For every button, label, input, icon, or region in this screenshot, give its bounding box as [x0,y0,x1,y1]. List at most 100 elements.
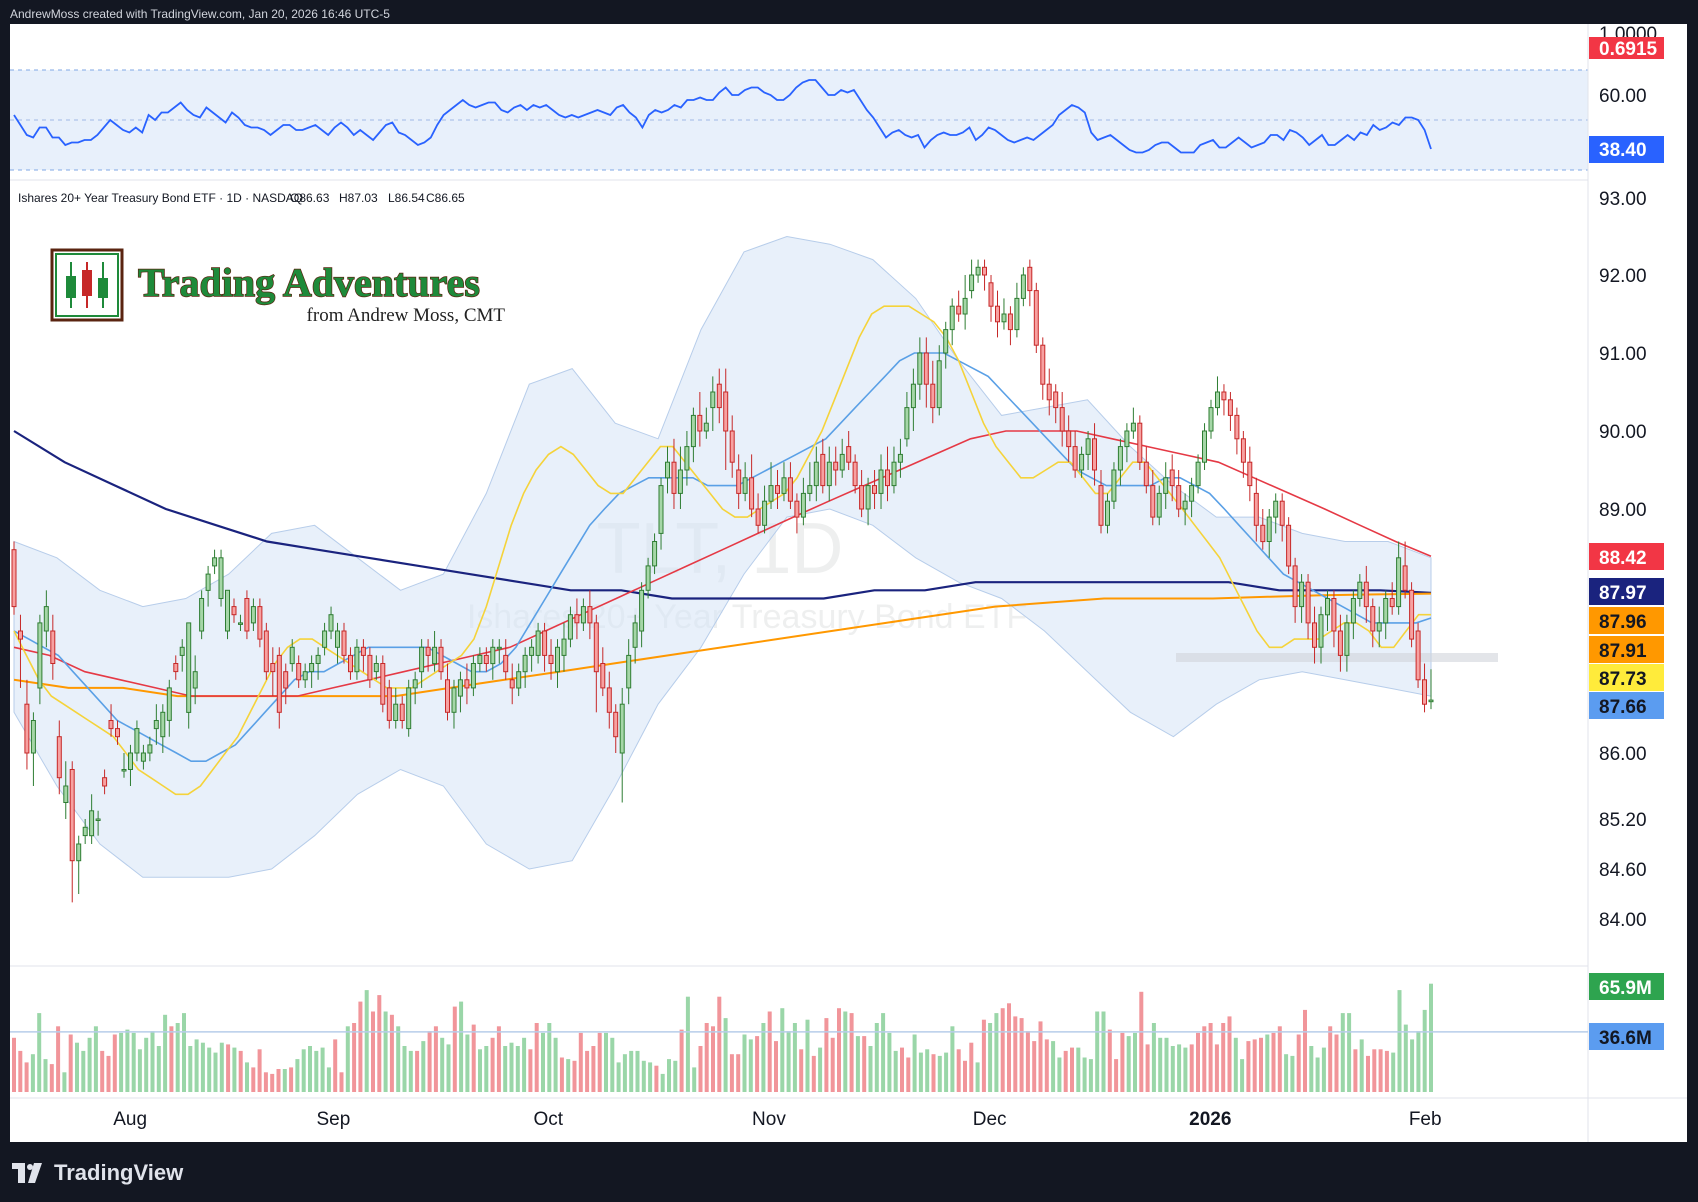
candle-body [930,383,936,409]
candle-body [1027,266,1033,292]
volume-badge [1589,1023,1664,1050]
volume-bar [1114,1059,1119,1092]
volume-bar [780,1008,785,1092]
volume-bar [452,1006,457,1092]
brand-title: Trading Adventures [138,260,480,305]
volume-bar [1397,990,1402,1092]
candles [11,259,1434,903]
volume-bar [1303,1009,1307,1092]
candle-body [1059,407,1065,432]
volume-bar [339,1072,344,1092]
volume-bar [799,1049,804,1092]
candle-body [910,383,916,409]
volume-bar [471,1024,476,1092]
candle-body [580,606,586,624]
volume-bar [925,1049,930,1092]
candle-body [736,469,742,494]
candle-body [1221,391,1227,401]
volume-bar [767,1011,772,1092]
volume-bar [301,1049,306,1092]
volume-bar [1284,1054,1289,1092]
volume-bar [314,1050,319,1092]
candle-body [1033,290,1039,346]
candle-body [1292,565,1298,608]
volume-bar [18,1050,23,1092]
price-badge-value: 87.73 [1599,669,1647,690]
candle-body [574,614,580,624]
price-badge [1589,578,1664,605]
volume-bar [1265,1034,1270,1092]
volume-bar [805,1019,810,1092]
candle-body [1182,500,1188,510]
volume-bar [906,1057,911,1092]
brand-subtitle: from Andrew Moss, CMT [307,305,506,326]
volume-bar [1321,1047,1326,1092]
ohlc-legend[interactable]: Ishares 20+ Year Treasury Bond ETF · 1D … [18,191,465,205]
candle-body [63,785,69,803]
volume-bar [245,1062,249,1092]
candle-body [632,622,638,648]
candle-body [1415,630,1421,681]
candle-body [1383,598,1389,624]
volume-bar [87,1037,92,1092]
volume-bar [364,990,369,1092]
price-badges: 88.42 87.97 87.96 87.91 87.73 87.66 [1589,543,1664,719]
volume-bar [112,1034,117,1092]
volume-bar [578,1032,583,1092]
volume-bar [75,1042,79,1092]
candle-body [1169,469,1175,487]
candle-body [567,614,573,640]
candle-body [263,630,269,673]
candle-body [1092,438,1097,471]
volume-bar [1038,1021,1043,1092]
price-tick-label: 84.60 [1599,860,1647,881]
volume-bar [711,1026,715,1092]
volume-bar [1353,1049,1358,1092]
candle-body [684,446,690,471]
candle-body [1040,344,1046,385]
price-axis[interactable]: 1.0000 0.6915 60.00 38.40 [1589,24,1664,163]
price-tick-label: 84.00 [1599,910,1647,931]
volume-bar [981,1019,986,1092]
volume-bar [49,1064,54,1092]
price-badge-value: 87.97 [1599,583,1647,604]
candle-body [205,573,211,591]
volume-bar [433,1026,438,1092]
volume-bar [679,1029,684,1092]
candle-body [1240,438,1246,463]
volume-bar [408,1050,413,1092]
volume-bar [295,1059,300,1092]
rsi-tick-label: 60.00 [1599,86,1647,107]
candle-body [1208,407,1214,432]
volume-bar [200,1042,205,1092]
legend-symbol-name: Ishares 20+ Year Treasury Bond ETF · 1D … [18,191,303,205]
volume-bar [251,1067,256,1092]
candle-body [56,736,62,779]
volume-bar [1366,1055,1370,1092]
candle-body [1312,622,1317,648]
candle-body [703,422,709,432]
candle-body [762,500,768,526]
time-axis[interactable]: Aug Sep Oct Nov Dec 2026 Feb [113,1109,1441,1130]
volume-bar [12,1037,16,1092]
candle-body [716,383,722,409]
volume-bar [440,1037,445,1092]
candle-body [18,630,23,640]
volume-bar [188,1046,193,1092]
volume-bar [371,1011,375,1092]
volume-bar [1340,1013,1345,1092]
candle-body [1020,274,1026,299]
candle-body [1085,438,1091,455]
volume-bar [969,1042,974,1092]
candle-body [509,679,515,689]
volume-bar [1133,1032,1137,1092]
volume-bar [729,1054,734,1092]
candle-body [522,654,528,673]
candle-body [1105,500,1110,526]
tradingview-footer[interactable]: TradingView [12,1160,183,1186]
volume-bar [1315,1057,1320,1092]
candle-body [386,687,392,721]
candle-body [1260,524,1266,543]
candle-body [872,485,877,494]
